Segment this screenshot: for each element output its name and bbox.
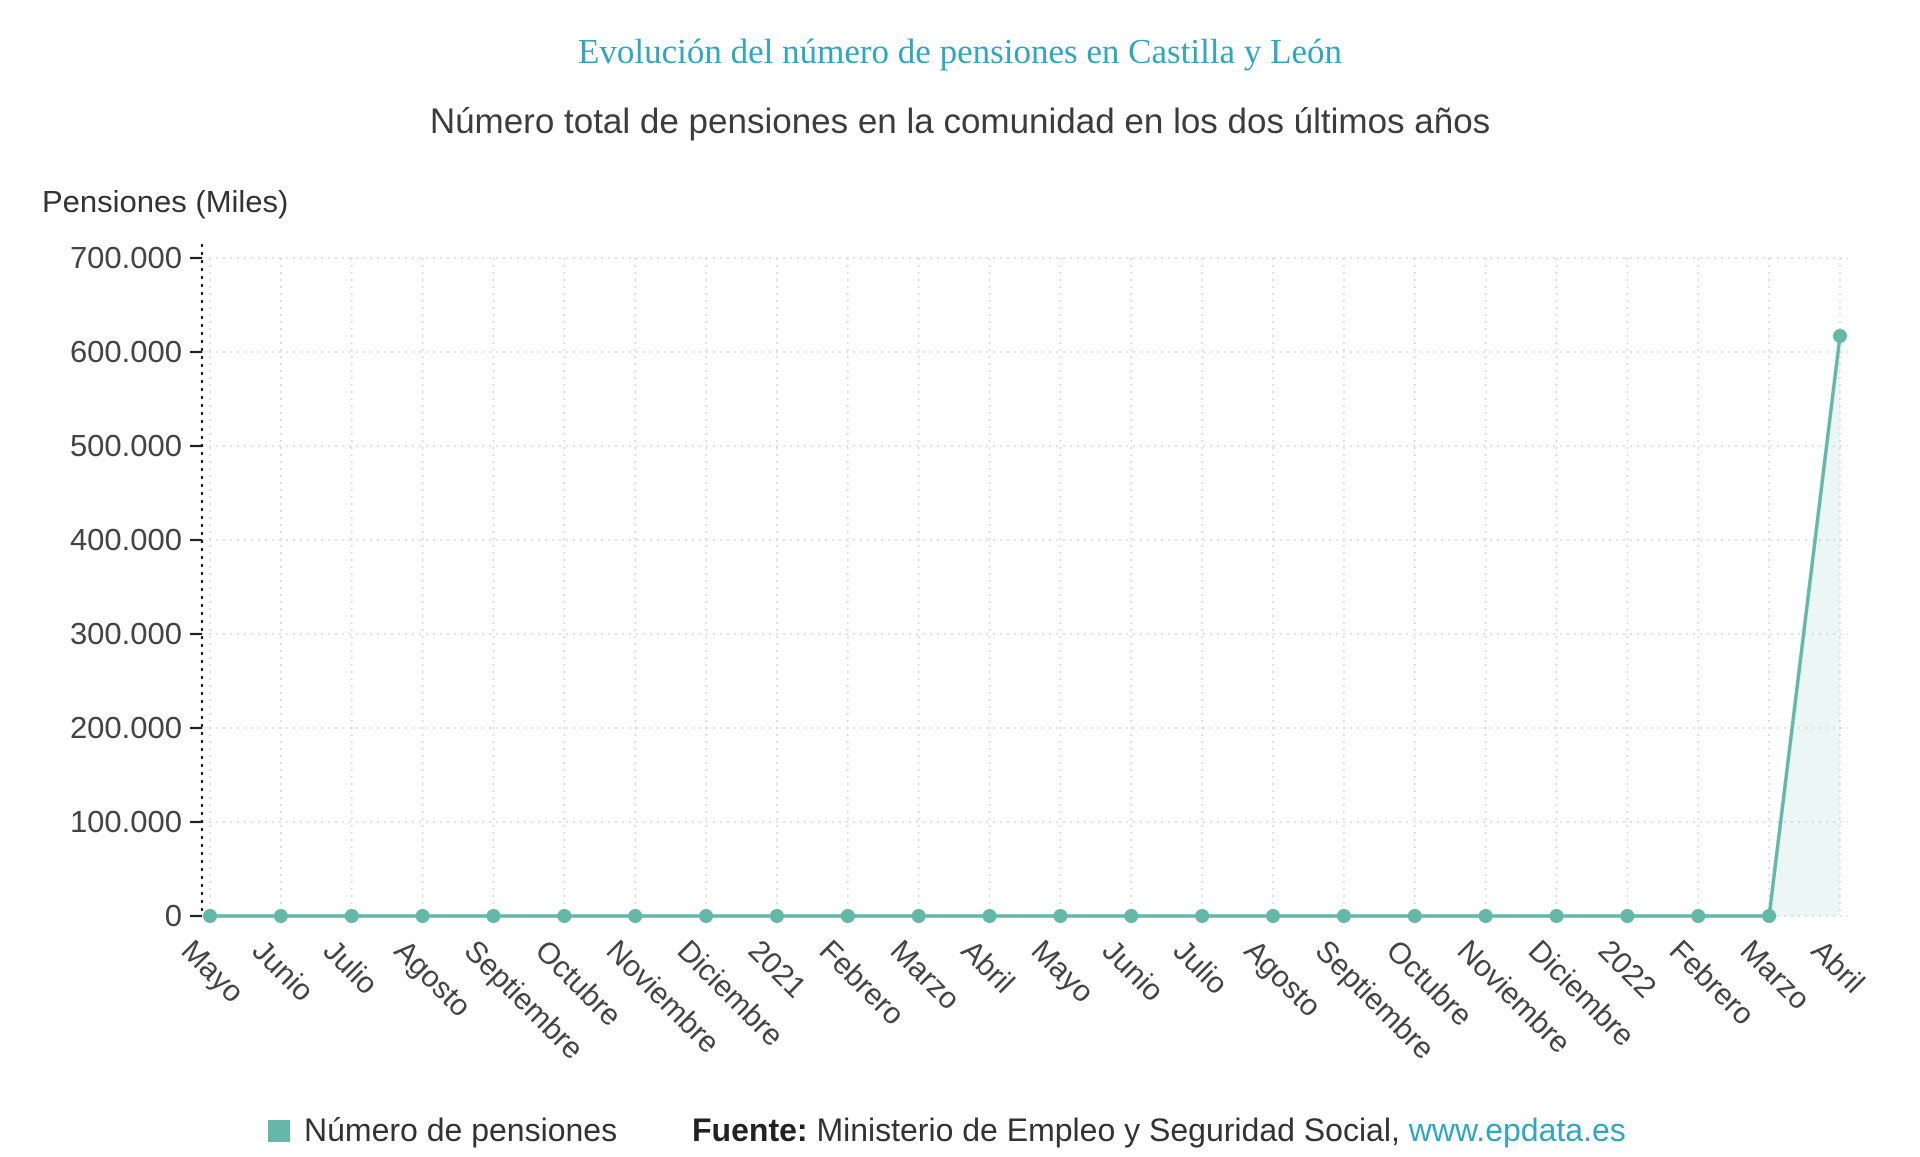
data-point (1549, 909, 1564, 923)
y-tick-label: 400.000 (69, 522, 182, 557)
data-point (1266, 909, 1281, 923)
data-point (1407, 909, 1422, 923)
y-tick-label: 200.000 (69, 710, 182, 745)
data-point (273, 909, 288, 923)
series-area (210, 336, 1840, 916)
data-point (982, 909, 997, 923)
y-axis-label: Pensiones (Miles) (42, 184, 289, 219)
legend-label: Número de pensiones (304, 1112, 618, 1148)
data-point (415, 909, 430, 923)
epdata-link[interactable]: www.epdata.es (1408, 1112, 1626, 1148)
data-point (769, 909, 784, 923)
data-point (1691, 909, 1706, 923)
data-point (1620, 909, 1635, 923)
series-line (210, 335, 1842, 918)
data-point (1124, 909, 1139, 923)
data-point (203, 909, 217, 923)
data-point (628, 909, 643, 923)
y-tick-label: 500.000 (69, 428, 182, 463)
source-text: Ministerio de Empleo y Seguridad Social, (807, 1112, 1409, 1148)
source-label: Fuente: (692, 1112, 808, 1148)
data-point (1053, 909, 1068, 923)
data-point (1195, 909, 1210, 923)
data-point (344, 909, 359, 923)
data-point (1762, 909, 1777, 923)
source-line: Fuente: Ministerio de Empleo y Seguridad… (692, 1112, 1626, 1149)
data-point (840, 909, 855, 923)
data-point (486, 909, 501, 923)
data-point (1336, 909, 1351, 923)
y-tick-label: 700.000 (69, 240, 182, 275)
data-point (911, 909, 926, 923)
y-tick-label: 0 (164, 898, 182, 933)
y-tick-label: 600.000 (69, 334, 182, 369)
data-point (1833, 329, 1847, 344)
chart-title: Evolución del número de pensiones en Cas… (578, 32, 1342, 71)
data-point (557, 909, 572, 923)
chart-subtitle: Número total de pensiones en la comunida… (429, 102, 1491, 141)
y-tick-label: 100.000 (69, 804, 182, 839)
y-tick-label: 300.000 (69, 616, 182, 651)
data-point (1478, 909, 1493, 923)
legend: Número de pensiones (268, 1112, 617, 1149)
data-point (699, 909, 714, 923)
legend-swatch-icon (268, 1119, 290, 1142)
